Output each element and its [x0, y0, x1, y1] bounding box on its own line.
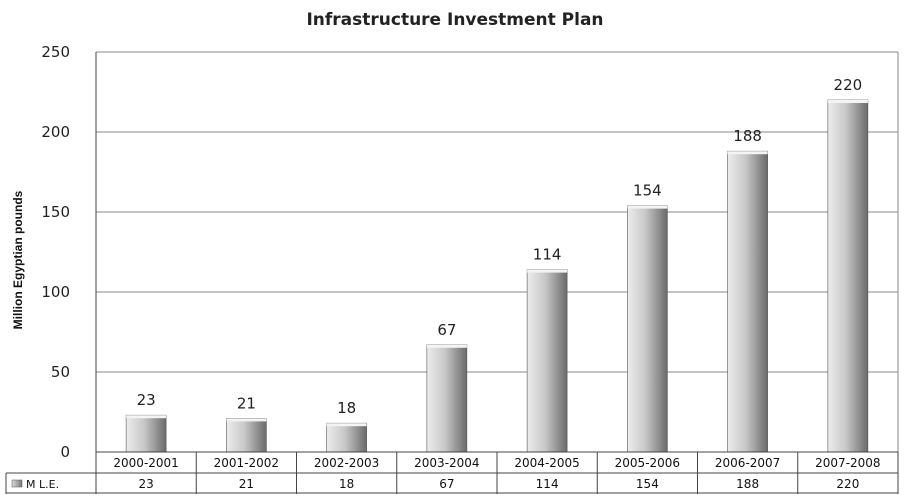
bar [727, 150, 768, 453]
data-label: 23 [137, 391, 156, 409]
x-tick-label: 2003-2004 [414, 456, 479, 470]
y-tick-label: 50 [51, 363, 70, 381]
data-label: 18 [337, 399, 356, 417]
bar-top-highlight [527, 269, 568, 273]
x-tick-label: 2005-2006 [615, 456, 680, 470]
data-label: 154 [633, 182, 662, 200]
x-tick-label: 2004-2005 [514, 456, 579, 470]
x-tick-label: 2007-2008 [815, 456, 880, 470]
table-value: 220 [836, 477, 859, 491]
bar-top-highlight [727, 151, 768, 155]
bar-top-highlight [126, 415, 167, 419]
data-label: 21 [237, 394, 256, 412]
table-value: 114 [536, 477, 559, 491]
table-value: 21 [239, 477, 254, 491]
data-label: 220 [834, 76, 863, 94]
data-table: 2000-2001 2001-2002 2002-2003 2003-2004 2004… [5, 451, 899, 494]
bar [326, 422, 367, 453]
bar [827, 99, 869, 453]
legend-label: M L.E. [26, 478, 59, 491]
data-label: 67 [437, 321, 456, 339]
bar [125, 414, 167, 453]
y-tick-label: 0 [60, 443, 70, 461]
bar [226, 418, 267, 453]
table-value: 18 [339, 477, 354, 491]
x-tick-label: 2002-2003 [314, 456, 379, 470]
bar-top-highlight [226, 418, 267, 422]
table-value: 23 [138, 477, 153, 491]
bar [426, 344, 468, 453]
bar [526, 269, 568, 453]
legend-swatch [11, 479, 23, 488]
bars [125, 99, 869, 453]
gridlines [95, 51, 899, 452]
data-labels: 23 21 18 67 114 154 188 220 [137, 76, 863, 417]
chart-title: Infrastructure Investment Plan [306, 10, 603, 30]
data-label: 188 [733, 127, 762, 145]
table-value: 67 [439, 477, 454, 491]
bar-top-highlight [827, 100, 868, 103]
y-tick-label: 100 [41, 283, 70, 301]
table-value: 188 [736, 477, 759, 491]
bar-top-highlight [326, 423, 367, 427]
bar-top-highlight [426, 344, 467, 348]
y-axis-ticks: 0 50 100 150 200 250 [41, 43, 70, 461]
data-label: 114 [533, 246, 562, 264]
bar [627, 205, 668, 453]
bar-top-highlight [627, 205, 668, 209]
y-tick-label: 150 [41, 203, 70, 221]
x-tick-label: 2006-2007 [715, 456, 780, 470]
y-tick-label: 250 [41, 43, 70, 61]
x-tick-label: 2000-2001 [113, 456, 178, 470]
y-axis-label: Million Egyptian pounds [11, 190, 25, 329]
x-tick-label: 2001-2002 [214, 456, 279, 470]
y-tick-label: 200 [41, 123, 70, 141]
table-value: 154 [636, 477, 659, 491]
